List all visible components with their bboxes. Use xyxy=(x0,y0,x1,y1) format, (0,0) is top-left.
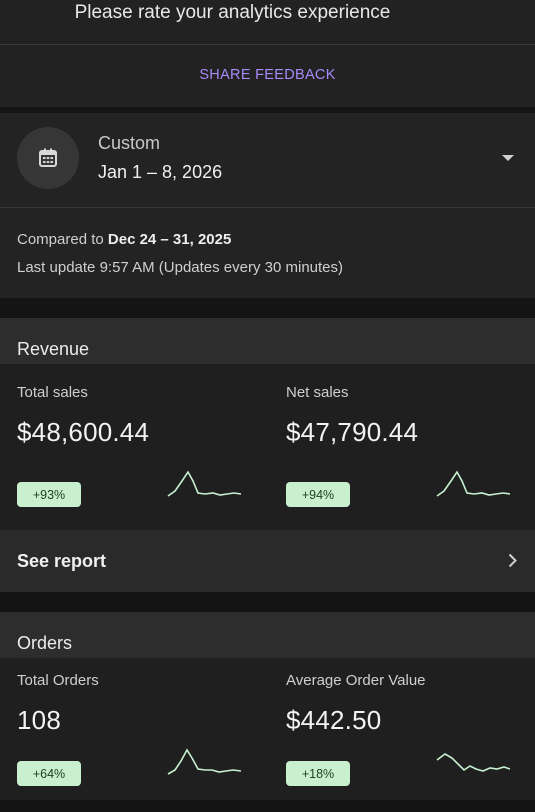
metric-label: Net sales xyxy=(286,384,349,401)
metric-value: $48,600.44 xyxy=(17,417,150,447)
last-update-text: Last update 9:57 AM (Updates every 30 mi… xyxy=(17,259,344,276)
metric-label: Total Orders xyxy=(17,672,99,689)
metric-label: Total sales xyxy=(17,384,88,401)
see-report-label: See report xyxy=(17,550,107,571)
orders-header: Orders xyxy=(0,612,535,658)
change-badge: +18% xyxy=(286,761,350,786)
net-sales-metric[interactable]: Net sales $47,790.44 +94% xyxy=(286,384,535,524)
feedback-title: Please rate your analytics experience xyxy=(74,2,391,23)
metric-value: $442.50 xyxy=(286,705,382,735)
calendar-icon[interactable] xyxy=(17,127,79,189)
orders-card: Orders Total Orders 108 +64% Average Ord… xyxy=(0,612,535,800)
compared-to-text: Compared to Dec 24 – 31, 2025 xyxy=(17,231,231,248)
feedback-card: Please rate your analytics experience SH… xyxy=(0,0,535,107)
compared-prefix: Compared to xyxy=(17,231,108,248)
metric-value: 108 xyxy=(17,705,61,735)
change-badge: +94% xyxy=(286,482,350,507)
average-order-value-metric[interactable]: Average Order Value $442.50 +18% xyxy=(286,672,535,812)
see-report-button[interactable]: See report xyxy=(0,530,535,592)
compared-range: Dec 24 – 31, 2025 xyxy=(107,231,232,248)
sparkline xyxy=(436,470,511,497)
date-range-card: Custom Jan 1 – 8, 2026 Compared to Dec 2… xyxy=(0,113,535,298)
sparkline xyxy=(167,748,242,775)
revenue-header: Revenue xyxy=(0,318,535,364)
change-badge: +93% xyxy=(17,482,81,507)
divider xyxy=(0,44,535,45)
divider xyxy=(0,207,535,208)
change-badge: +64% xyxy=(17,761,81,786)
caret-down-icon[interactable] xyxy=(501,149,515,167)
metric-label: Average Order Value xyxy=(286,672,426,689)
date-range-value[interactable]: Jan 1 – 8, 2026 xyxy=(98,162,223,182)
total-sales-metric[interactable]: Total sales $48,600.44 +93% xyxy=(17,384,267,524)
revenue-card: Revenue Total sales $48,600.44 +93% Net … xyxy=(0,318,535,592)
sparkline xyxy=(436,753,511,772)
sparkline xyxy=(167,470,242,497)
share-feedback-button[interactable]: SHARE FEEDBACK xyxy=(199,67,336,83)
date-range-label[interactable]: Custom xyxy=(98,133,161,153)
chevron-right-icon xyxy=(508,552,517,573)
total-orders-metric[interactable]: Total Orders 108 +64% xyxy=(17,672,267,812)
metric-value: $47,790.44 xyxy=(286,417,419,447)
